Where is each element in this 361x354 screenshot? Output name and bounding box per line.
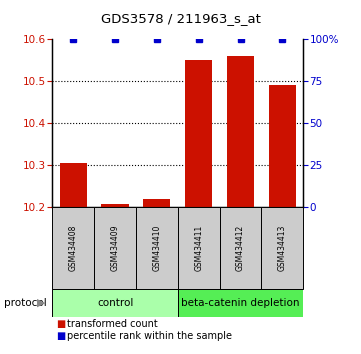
Text: GDS3578 / 211963_s_at: GDS3578 / 211963_s_at [101,12,260,25]
Bar [143,199,170,207]
Text: ■: ■ [56,319,65,329]
Text: protocol: protocol [4,298,46,308]
Text: GSM434410: GSM434410 [152,224,161,271]
Text: GSM434409: GSM434409 [110,224,119,271]
Bar [227,56,254,207]
Text: GSM434408: GSM434408 [69,224,78,271]
Text: ■: ■ [56,331,65,341]
Text: percentile rank within the sample: percentile rank within the sample [67,331,232,341]
FancyBboxPatch shape [52,289,178,317]
Bar [101,204,129,207]
FancyBboxPatch shape [219,207,261,289]
Text: ▶: ▶ [37,298,46,308]
Text: control: control [97,298,133,308]
FancyBboxPatch shape [261,207,303,289]
Text: transformed count: transformed count [67,319,157,329]
Bar [269,85,296,207]
FancyBboxPatch shape [178,289,303,317]
Text: GSM434411: GSM434411 [194,225,203,271]
Text: beta-catenin depletion: beta-catenin depletion [181,298,300,308]
FancyBboxPatch shape [178,207,219,289]
FancyBboxPatch shape [136,207,178,289]
FancyBboxPatch shape [52,207,94,289]
Text: GSM434413: GSM434413 [278,224,287,271]
Text: GSM434412: GSM434412 [236,225,245,271]
Bar [60,163,87,207]
Bar [185,60,212,207]
FancyBboxPatch shape [94,207,136,289]
